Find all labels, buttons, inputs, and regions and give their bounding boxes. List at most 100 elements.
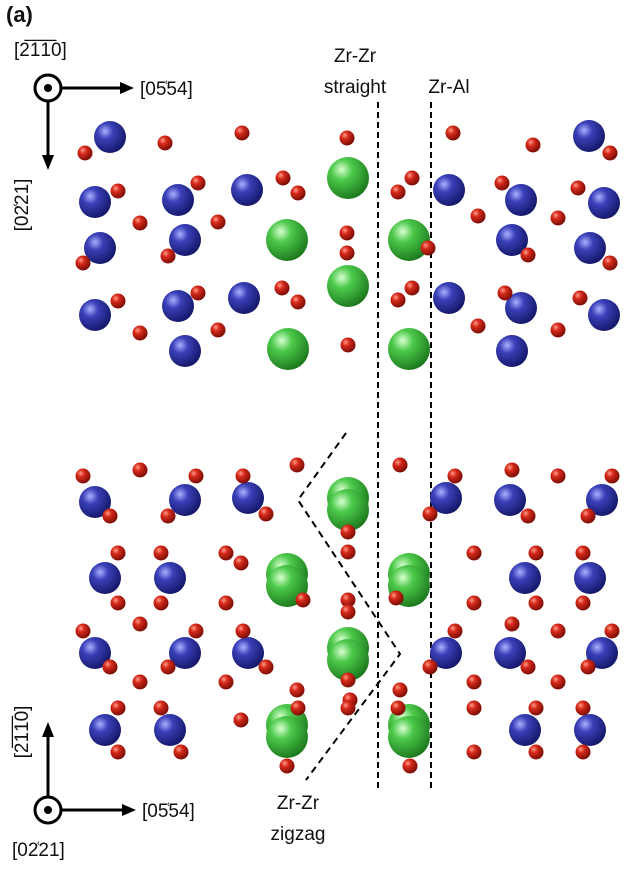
red-atom [470,318,486,334]
top-horizontal-arrow-head [120,82,134,94]
green-atom [327,265,369,307]
red-atom [604,468,620,484]
blue-atom [94,121,126,153]
red-atom [580,659,596,675]
blue-atom [169,484,201,516]
bottom-axis-set: [2̅1̅1̅0] [05͑54] [02͑21] [12,706,195,861]
red-atom [466,700,482,716]
green-atom [327,489,369,531]
red-atom [392,682,408,698]
blue-atom [588,299,620,331]
red-atom [466,595,482,611]
bottom-out-of-plane-label: [02͑21] [12,840,65,861]
red-atom [75,623,91,639]
blue-atom [433,174,465,206]
blue-atom [496,335,528,367]
red-atom [390,292,406,308]
blue-atom [162,290,194,322]
red-atom [470,208,486,224]
green-atom [388,328,430,370]
red-atom [392,457,408,473]
green-atom [267,328,309,370]
red-atom [289,457,305,473]
red-atom [575,700,591,716]
green-atom [266,219,308,261]
red-atom [550,468,566,484]
red-atom [290,700,306,716]
blue-atom [79,486,111,518]
red-atom [575,545,591,561]
blue-atom [169,335,201,367]
green-atom [388,716,430,758]
blue-atom [232,637,264,669]
zr-al-label: Zr-Al [428,77,469,98]
red-atom [275,170,291,186]
red-atom [466,674,482,690]
blue-atom [574,562,606,594]
bottom-origin-dot [44,806,52,814]
bottom-horizontal-arrow-head [122,804,136,816]
red-atom [340,672,356,688]
red-atom [132,325,148,341]
blue-atom [430,482,462,514]
red-atom [528,744,544,760]
red-atom [290,185,306,201]
red-atom [550,210,566,226]
red-atom [339,130,355,146]
red-atom [504,616,520,632]
interface-lines [296,102,432,788]
blue-atom [79,186,111,218]
zr-zr-straight-label-line2: straight [324,77,387,98]
red-atom [160,248,176,264]
red-atom [339,225,355,241]
red-atom [190,175,206,191]
top-horizontal-label: [05͑54] [140,79,193,100]
blue-atom [586,484,618,516]
red-atom [218,595,234,611]
red-atom [497,285,513,301]
bottom-horizontal-label: [05͑54] [142,801,195,822]
red-atom [110,595,126,611]
top-origin-dot [44,84,52,92]
red-atom [447,623,463,639]
red-atom [420,240,436,256]
red-atom [153,545,169,561]
top-vertical-label: [02͑21] [12,179,33,232]
bottom-vertical-label: [2̅1̅1̅0] [12,706,33,759]
blue-atom [89,714,121,746]
green-atom [327,639,369,681]
top-out-of-plane-label: [2̅1̅1̅0] [14,40,67,61]
green-atom [388,219,430,261]
red-atom [604,623,620,639]
blue-atom [232,482,264,514]
red-atom [520,508,536,524]
red-atom [173,744,189,760]
red-atom [190,285,206,301]
blue-atom [89,562,121,594]
red-atom [466,744,482,760]
red-atom [132,616,148,632]
red-atom [602,145,618,161]
blue-atom [231,174,263,206]
red-atom [235,623,251,639]
red-atom [160,659,176,675]
blue-atom [505,184,537,216]
red-atom [258,506,274,522]
red-atom [447,468,463,484]
red-atom [388,590,404,606]
red-atom [494,175,510,191]
red-atom [110,545,126,561]
red-atom [75,255,91,271]
blue-atom [574,714,606,746]
blue-atom [79,299,111,331]
red-atom [340,604,356,620]
red-atom [445,125,461,141]
red-atom [580,508,596,524]
red-atom [218,545,234,561]
red-atom [258,659,274,675]
red-atom [233,712,249,728]
blue-atom [588,187,620,219]
red-atom [390,184,406,200]
blue-atom [509,562,541,594]
